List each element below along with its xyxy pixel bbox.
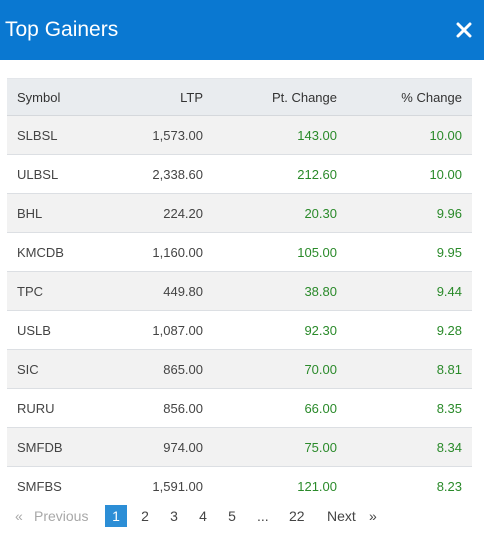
cell-pct-change: 8.81 [337,349,472,389]
close-button[interactable] [456,20,472,40]
cell-symbol: BHL [7,193,127,233]
page-22-button[interactable]: 22 [289,508,305,524]
cell-ltp: 224.20 [127,193,203,233]
page-1-button[interactable]: 1 [105,505,127,527]
cell-symbol: SMFDB [7,427,127,467]
cell-pt-change: 75.00 [203,427,337,467]
page-4-button[interactable]: 4 [199,508,207,524]
header-ltp[interactable]: LTP [127,78,203,116]
modal-header: Top Gainers [0,0,484,60]
cell-pct-change: 10.00 [337,154,472,194]
pagination-next-arrow[interactable]: » [369,508,377,524]
gainers-table: Symbol LTP Pt. Change % Change SLBSL 1,5… [7,78,472,506]
pagination-previous: Previous [34,508,89,524]
cell-symbol: RURU [7,388,127,428]
header-pt-change[interactable]: Pt. Change [203,78,337,116]
cell-ltp: 2,338.60 [127,154,203,194]
pagination-next[interactable]: Next [327,508,356,524]
page-3-button[interactable]: 3 [170,508,178,524]
cell-pct-change: 9.28 [337,310,472,350]
table-row[interactable]: RURU 856.00 66.00 8.35 [7,388,472,428]
cell-pct-change: 8.34 [337,427,472,467]
cell-pct-change: 9.95 [337,232,472,272]
cell-pt-change: 212.60 [203,154,337,194]
table-header-row: Symbol LTP Pt. Change % Change [7,78,472,116]
cell-symbol: ULBSL [7,154,127,194]
cell-pct-change: 10.00 [337,115,472,155]
cell-symbol: SIC [7,349,127,389]
pagination-ellipsis: ... [257,508,269,524]
cell-symbol: KMCDB [7,232,127,272]
cell-ltp: 856.00 [127,388,203,428]
table-row[interactable]: BHL 224.20 20.30 9.96 [7,193,472,233]
modal-title: Top Gainers [5,18,119,41]
cell-symbol: USLB [7,310,127,350]
cell-ltp: 1,160.00 [127,232,203,272]
cell-pt-change: 105.00 [203,232,337,272]
gainers-table-container: Symbol LTP Pt. Change % Change SLBSL 1,5… [7,78,472,506]
cell-pt-change: 66.00 [203,388,337,428]
table-row[interactable]: KMCDB 1,160.00 105.00 9.95 [7,232,472,272]
cell-pt-change: 20.30 [203,193,337,233]
table-row[interactable]: SIC 865.00 70.00 8.81 [7,349,472,389]
cell-pct-change: 8.23 [436,478,462,494]
cell-ltp: 1,591.00 [152,478,203,494]
page-2-button[interactable]: 2 [141,508,149,524]
cell-pt-change: 38.80 [203,271,337,311]
cell-ltp: 974.00 [127,427,203,467]
table-row[interactable]: SLBSL 1,573.00 143.00 10.00 [7,115,472,155]
cell-symbol: SLBSL [7,115,127,155]
cell-pct-change: 9.44 [337,271,472,311]
cell-symbol: SMFBS [17,478,62,494]
cell-pt-change: 70.00 [203,349,337,389]
cell-pct-change: 8.35 [337,388,472,428]
cell-symbol: TPC [7,271,127,311]
header-pct-change[interactable]: % Change [337,78,472,116]
cell-ltp: 449.80 [127,271,203,311]
cell-ltp: 1,573.00 [127,115,203,155]
pagination-prev-arrow: « [15,508,23,524]
cell-pt-change: 121.00 [297,478,337,494]
pagination: « Previous 1 2 3 4 5 ... 22 Next » [0,505,484,527]
close-icon [456,22,472,38]
cell-pt-change: 92.30 [203,310,337,350]
cell-pt-change: 143.00 [203,115,337,155]
header-symbol[interactable]: Symbol [7,78,127,116]
table-row[interactable]: USLB 1,087.00 92.30 9.28 [7,310,472,350]
page-5-button[interactable]: 5 [228,508,236,524]
cell-ltp: 1,087.00 [127,310,203,350]
cell-pct-change: 9.96 [337,193,472,233]
cell-ltp: 865.00 [127,349,203,389]
table-row[interactable]: ULBSL 2,338.60 212.60 10.00 [7,154,472,194]
table-row[interactable]: SMFDB 974.00 75.00 8.34 [7,427,472,467]
table-row[interactable]: SMFBS 1,591.00 121.00 8.23 [7,466,472,506]
table-row[interactable]: TPC 449.80 38.80 9.44 [7,271,472,311]
